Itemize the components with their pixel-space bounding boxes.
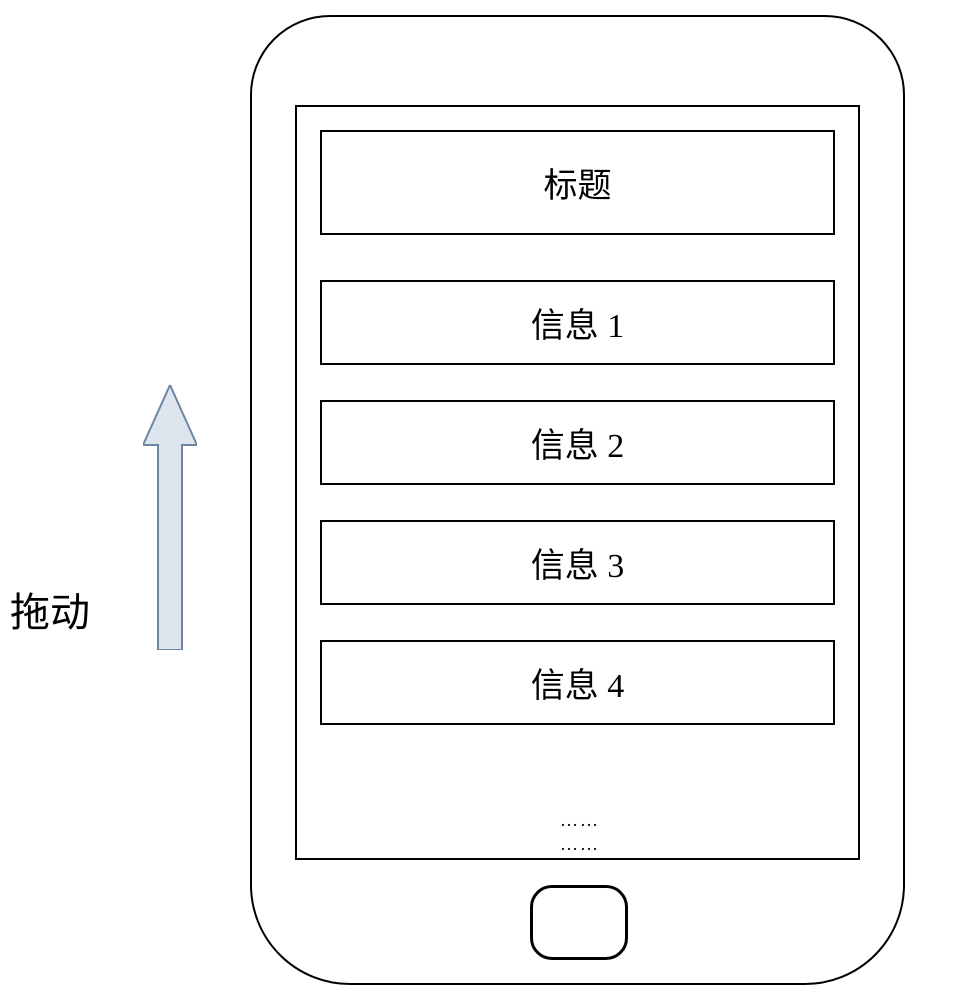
- list-item[interactable]: 信息 2: [320, 400, 835, 485]
- list-item[interactable]: 信息 4: [320, 640, 835, 725]
- drag-label: 拖动: [10, 580, 90, 638]
- list-item-label: 信息 3: [531, 538, 625, 587]
- list-item[interactable]: 信息 1: [320, 280, 835, 365]
- list-item-label: 信息 2: [531, 418, 625, 467]
- ellipsis-line: ……: [540, 810, 620, 831]
- home-button[interactable]: [530, 885, 628, 960]
- list-item[interactable]: 信息 3: [320, 520, 835, 605]
- drag-arrow-icon: [143, 385, 197, 650]
- list-item-label: 信息 1: [531, 298, 625, 347]
- diagram-stage: 标题 信息 1 信息 2 信息 3 信息 4 …… …… 拖动: [0, 0, 954, 1000]
- list-item-label: 信息 4: [531, 658, 625, 707]
- title-label: 标题: [544, 158, 612, 207]
- ellipsis-line: ……: [540, 834, 620, 855]
- title-row: 标题: [320, 130, 835, 235]
